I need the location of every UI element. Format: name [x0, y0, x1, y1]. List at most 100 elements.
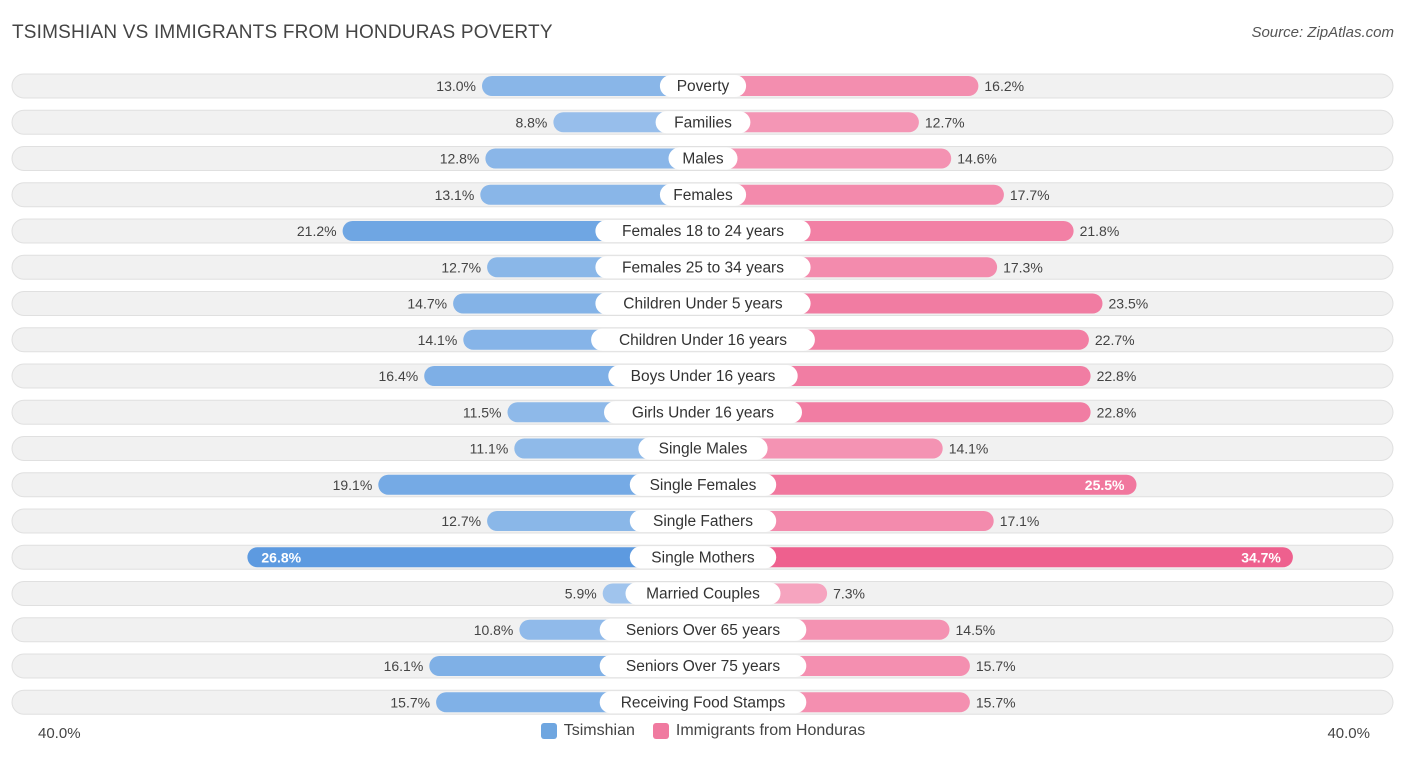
row-married-couples: 5.9% 7.3% Married Couples — [11, 581, 1394, 606]
row-poverty: 13.0% 16.2% Poverty — [11, 73, 1394, 99]
bar-honduras-single-females — [693, 474, 1137, 495]
category-label-poverty: Poverty — [677, 78, 730, 95]
bar-tsimshian-single-females — [378, 474, 713, 495]
value-honduras-single-mothers: 34.7% — [1241, 549, 1281, 565]
value-tsimshian-receiving-food-stamps: 15.7% — [390, 694, 430, 710]
row-females: 13.1% 17.7% Females — [11, 182, 1394, 208]
row-females-18-to-24-years: 21.2% 21.8% Females 18 to 24 years — [11, 218, 1394, 244]
legend-item-tsimshian[interactable]: Tsimshian — [540, 722, 635, 740]
bar-tsimshian-males — [485, 148, 713, 169]
bar-honduras-males — [693, 148, 952, 169]
row-families: 8.8% 12.7% Families — [11, 109, 1394, 135]
row-seniors-over-75-years: 16.1% 15.7% Seniors Over 75 years — [11, 653, 1394, 679]
bar-honduras-single-mothers — [693, 547, 1293, 568]
category-label-males: Males — [682, 151, 724, 168]
category-label-single-mothers: Single Mothers — [651, 549, 755, 566]
category-pill — [638, 437, 768, 460]
category-label-single-males: Single Males — [659, 441, 748, 458]
category-label-single-females: Single Females — [650, 477, 757, 494]
value-tsimshian-seniors-over-65-years: 10.8% — [474, 622, 514, 638]
value-tsimshian-males: 12.8% — [440, 151, 480, 167]
value-honduras-children-under-5-years: 23.5% — [1109, 296, 1149, 312]
category-label-seniors-over-75-years: Seniors Over 75 years — [626, 658, 780, 675]
value-honduras-boys-under-16-years: 22.8% — [1097, 368, 1137, 384]
row-single-mothers: 26.8% 34.7% Single Mothers — [11, 544, 1394, 570]
category-label-females-18-to-24-years: Females 18 to 24 years — [622, 223, 784, 240]
value-tsimshian-females-25-to-34-years: 12.7% — [441, 259, 481, 275]
value-tsimshian-families: 8.8% — [515, 114, 547, 130]
row-children-under-5-years: 14.7% 23.5% Children Under 5 years — [11, 291, 1394, 316]
category-pill — [591, 328, 815, 351]
bar-honduras-females — [693, 184, 1004, 205]
category-pill — [608, 365, 798, 387]
row-single-fathers: 12.7% 17.1% Single Fathers — [11, 508, 1394, 534]
legend-label-honduras: Immigrants from Honduras — [675, 722, 866, 739]
category-label-seniors-over-65-years: Seniors Over 65 years — [626, 622, 780, 639]
row-girls-under-16-years: 11.5% 22.8% Girls Under 16 years — [11, 399, 1394, 425]
legend-label-tsimshian: Tsimshian — [563, 722, 635, 739]
value-honduras-single-fathers: 17.1% — [1000, 513, 1040, 529]
row-boys-under-16-years: 16.4% 22.8% Boys Under 16 years — [11, 363, 1394, 389]
legend-swatch-honduras — [652, 723, 669, 739]
category-pill — [599, 691, 807, 714]
category-pill — [655, 111, 751, 134]
category-label-receiving-food-stamps: Receiving Food Stamps — [621, 694, 786, 711]
category-pill — [629, 510, 777, 532]
axis-right-label: 40.0% — [1327, 725, 1370, 742]
category-pill — [625, 582, 781, 605]
value-honduras-receiving-food-stamps: 15.7% — [976, 694, 1016, 710]
value-honduras-married-couples: 7.3% — [833, 586, 865, 602]
bar-tsimshian-females — [480, 184, 713, 205]
chart-title: TSIMSHIAN VS IMMIGRANTS FROM HONDURAS PO… — [12, 22, 553, 43]
legend-swatch-tsimshian — [540, 723, 557, 739]
legend: Tsimshian Immigrants from Honduras — [0, 722, 1406, 740]
row-females-25-to-34-years: 12.7% 17.3% Females 25 to 34 years — [11, 254, 1394, 280]
row-children-under-16-years: 14.1% 22.7% Children Under 16 years — [11, 327, 1394, 353]
source-label: Source: ZipAtlas.com — [1251, 24, 1394, 41]
value-honduras-single-males: 14.1% — [949, 441, 989, 457]
value-tsimshian-married-couples: 5.9% — [565, 586, 597, 602]
category-pill — [595, 292, 811, 315]
bar-honduras-families — [693, 112, 919, 133]
value-tsimshian-females: 13.1% — [435, 187, 475, 203]
value-tsimshian-single-males: 11.1% — [470, 441, 509, 457]
category-label-children-under-5-years: Children Under 5 years — [623, 296, 783, 313]
row-receiving-food-stamps: 15.7% 15.7% Receiving Food Stamps — [11, 689, 1394, 715]
value-tsimshian-children-under-16-years: 14.1% — [418, 332, 458, 348]
value-honduras-females-25-to-34-years: 17.3% — [1003, 259, 1043, 275]
category-label-females: Females — [673, 187, 733, 204]
value-honduras-seniors-over-65-years: 14.5% — [956, 622, 996, 638]
category-pill — [595, 220, 811, 242]
category-label-single-fathers: Single Fathers — [653, 513, 753, 530]
value-tsimshian-children-under-5-years: 14.7% — [407, 296, 447, 312]
row-single-males: 11.1% 14.1% Single Males — [11, 436, 1394, 461]
category-pill — [659, 183, 747, 206]
category-label-girls-under-16-years: Girls Under 16 years — [632, 404, 774, 421]
category-pill — [599, 618, 807, 641]
value-honduras-single-females: 25.5% — [1085, 477, 1125, 493]
category-label-females-25-to-34-years: Females 25 to 34 years — [622, 259, 784, 276]
row-single-females: 19.1% 25.5% Single Females — [11, 472, 1394, 498]
value-honduras-seniors-over-75-years: 15.7% — [976, 658, 1016, 674]
category-pill — [599, 655, 807, 677]
bar-tsimshian-single-mothers — [247, 547, 713, 568]
value-tsimshian-single-females: 19.1% — [333, 477, 373, 493]
value-tsimshian-boys-under-16-years: 16.4% — [378, 368, 418, 384]
category-label-married-couples: Married Couples — [646, 586, 760, 603]
legend-item-honduras[interactable]: Immigrants from Honduras — [652, 722, 866, 740]
category-pill — [668, 147, 738, 170]
value-honduras-girls-under-16-years: 22.8% — [1097, 404, 1137, 420]
value-honduras-children-under-16-years: 22.7% — [1095, 332, 1135, 348]
category-pill — [629, 473, 777, 496]
category-pill — [629, 546, 777, 569]
value-tsimshian-poverty: 13.0% — [436, 78, 476, 94]
value-honduras-females-18-to-24-years: 21.8% — [1080, 223, 1120, 239]
row-males: 12.8% 14.6% Males — [11, 146, 1394, 171]
value-tsimshian-girls-under-16-years: 11.5% — [463, 404, 502, 420]
category-pill — [595, 256, 811, 279]
category-label-children-under-16-years: Children Under 16 years — [619, 332, 787, 349]
value-tsimshian-females-18-to-24-years: 21.2% — [297, 223, 337, 239]
category-label-boys-under-16-years: Boys Under 16 years — [631, 368, 776, 385]
value-honduras-males: 14.6% — [957, 151, 997, 167]
